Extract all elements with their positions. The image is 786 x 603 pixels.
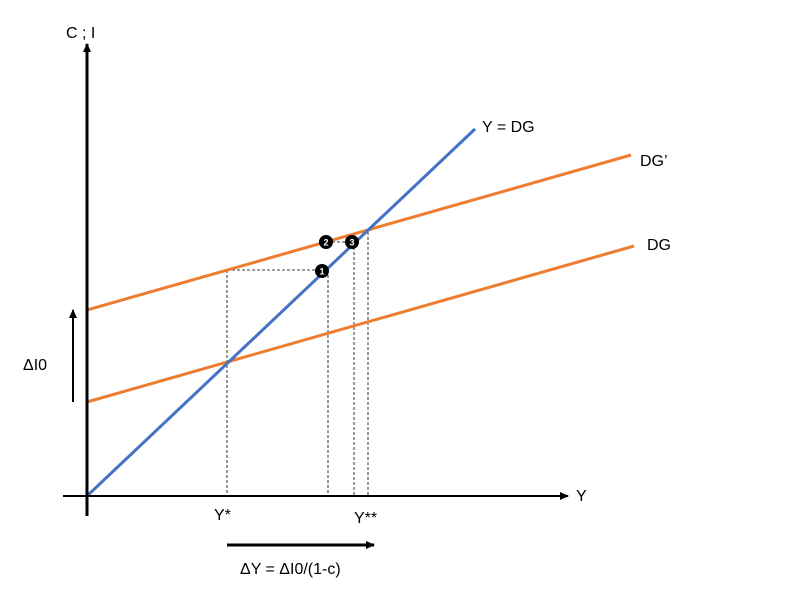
dg-label: DG	[647, 237, 671, 254]
delta-i0-label: ΔI0	[23, 357, 47, 374]
dashed-guides	[226, 232, 369, 496]
dg-line	[86, 244, 635, 404]
y-star-star-label: Y**	[354, 510, 377, 527]
y-axis-label: C ; I	[66, 25, 95, 42]
marker-1: 1	[315, 264, 329, 278]
marker-1-label: 1	[319, 266, 324, 276]
line-y-equals-dg	[85, 127, 477, 498]
y-star-label: Y*	[214, 507, 231, 524]
multiplier-label: ΔY = ΔI0/(1-c)	[240, 561, 341, 578]
marker-3-label: 3	[349, 237, 354, 247]
marker-2: 2	[319, 235, 333, 249]
line-45-label: Y = DG	[482, 119, 535, 136]
marker-2-label: 2	[323, 237, 328, 247]
marker-3: 3	[345, 235, 359, 249]
dg-prime-label: DG’	[640, 153, 668, 170]
dg-prime-line	[86, 153, 632, 312]
x-axis-label: Y	[576, 488, 587, 505]
